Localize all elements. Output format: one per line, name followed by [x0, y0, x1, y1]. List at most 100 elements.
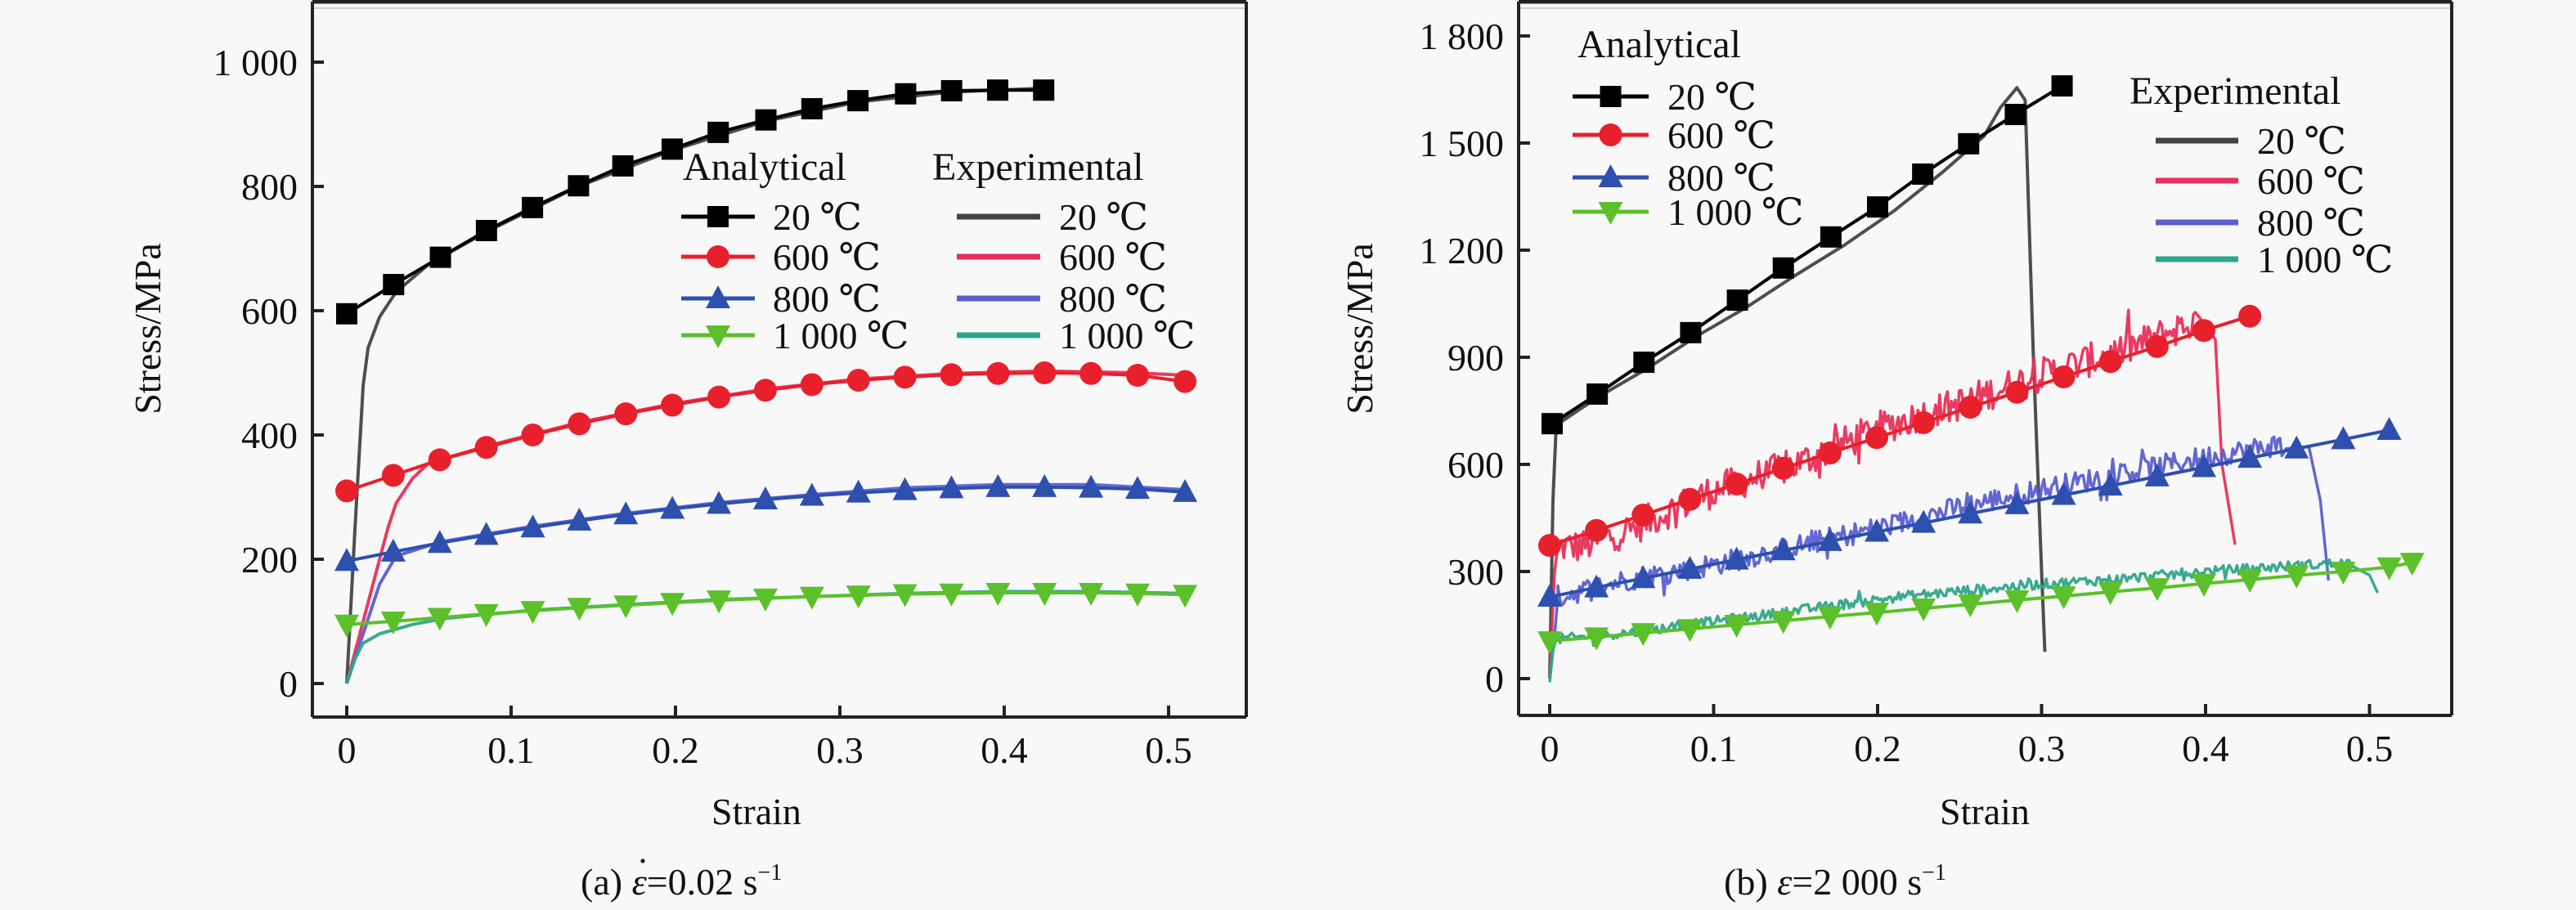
legend-experimental-label: 600 ℃ — [1059, 236, 1167, 278]
analytical-marker-circle — [2192, 319, 2215, 343]
legend-analytical-label: 800 ℃ — [1667, 157, 1775, 199]
legend-analytical-marker-triangle-down — [1598, 202, 1623, 225]
analytical-marker-triangle-down — [2284, 565, 2309, 589]
analytical-marker-square — [1542, 413, 1564, 435]
analytical-marker-triangle-up — [1584, 574, 1609, 598]
analytical-marker-triangle-down — [1911, 598, 1936, 621]
legend-experimental-label: 20 ℃ — [1059, 196, 1148, 238]
analytical-marker-square — [1633, 352, 1655, 374]
analytical-marker-triangle-up — [1631, 565, 1656, 589]
x-tick-label: 0.3 — [816, 729, 864, 771]
y-tick-label: 0 — [279, 663, 298, 705]
y-tick-label: 1 500 — [1420, 123, 1505, 164]
analytical-marker-circle — [1126, 364, 1150, 388]
analytical-marker-triangle-up — [613, 501, 639, 525]
analytical-marker-triangle-up — [2144, 463, 2170, 486]
analytical-marker-triangle-up — [1677, 555, 1703, 579]
analytical-marker-triangle-up — [939, 475, 964, 499]
analytical-marker-triangle-down — [2237, 570, 2263, 594]
analytical-marker-triangle-down — [1173, 585, 1198, 608]
analytical-marker-triangle-down — [567, 598, 592, 621]
analytical-marker-triangle-up — [660, 495, 685, 519]
analytical-marker-circle — [1725, 472, 1748, 495]
panel-b-caption: (b) ε=2 000 s−1 — [1724, 860, 1946, 903]
analytical-marker-circle — [381, 464, 405, 487]
legend-analytical-marker-square — [707, 206, 729, 227]
x-tick-label: 0.4 — [981, 729, 1028, 771]
analytical-marker-circle — [846, 369, 870, 392]
analytical-marker-square — [568, 175, 590, 197]
legend-analytical-marker-triangle-up — [1598, 164, 1623, 187]
analytical-marker-triangle-down — [1958, 594, 1983, 618]
legend-experimental-label: 1 000 ℃ — [2257, 239, 2393, 280]
panel-a-caption: (a) ε=0.02 s−1 — [581, 860, 782, 903]
analytical-marker-circle — [707, 385, 731, 409]
analytical-marker-square — [2004, 104, 2026, 126]
panel-a-xlabel: Strain — [711, 791, 801, 832]
analytical-marker-triangle-up — [473, 522, 499, 545]
analytical-marker-circle — [1538, 534, 1561, 558]
x-tick-label: 0.4 — [2182, 728, 2229, 769]
analytical-marker-circle — [1079, 361, 1103, 385]
analytical-marker-triangle-down — [1631, 623, 1656, 647]
legend-experimental-label: 800 ℃ — [1059, 278, 1167, 320]
analytical-marker-triangle-up — [334, 548, 359, 572]
legend-experimental-label: 1 000 ℃ — [1059, 315, 1195, 356]
x-tick-label: 0 — [1541, 728, 1560, 769]
analytical-marker-triangle-down — [892, 584, 918, 607]
legend-analytical-label: 1 000 ℃ — [1667, 191, 1803, 233]
y-tick-label: 1 800 — [1420, 16, 1505, 57]
analytical-marker-square — [1680, 321, 1702, 343]
analytical-marker-triangle-down — [613, 595, 639, 619]
panel-b-axes: 0 300 600 900 1 200 1 500 1 800 0 0.1 0.2 0.3 0.4 0.… — [1420, 0, 2453, 769]
analytical-marker-triangle-down — [846, 585, 871, 609]
legend-analytical-label: 600 ℃ — [773, 236, 881, 278]
analytical-marker-triangle-up — [2331, 426, 2356, 450]
analytical-marker-triangle-down — [1724, 615, 1749, 639]
analytical-marker-square — [1033, 79, 1055, 101]
analytical-marker-circle — [2098, 350, 2122, 374]
legend-analytical-title: Analytical — [1577, 23, 1741, 66]
legend-analytical-marker-triangle-down — [706, 325, 730, 348]
analytical-marker-triangle-down — [707, 590, 732, 614]
legend-experimental-title: Experimental — [2129, 69, 2341, 113]
analytical-marker-triangle-down — [2051, 586, 2076, 610]
caption-prefix: (a) — [581, 861, 632, 903]
analytical-marker-triangle-down — [939, 583, 964, 607]
legend-analytical-marker-square — [1600, 86, 1622, 107]
panel-a-ylabel: Stress/MPa — [127, 243, 168, 415]
analytical-marker-triangle-down — [1032, 583, 1057, 607]
analytical-marker-circle — [1912, 410, 1936, 434]
y-tick-label: 1 200 — [1420, 230, 1505, 271]
x-tick-label: 0 — [338, 729, 357, 771]
analytical-marker-triangle-up — [2051, 482, 2076, 505]
y-tick-label: 900 — [1447, 337, 1504, 379]
analytical-marker-triangle-down — [2376, 557, 2402, 581]
analytical-marker-circle — [2145, 334, 2169, 358]
analytical-marker-triangle-down — [1079, 583, 1104, 607]
analytical-series-line — [345, 88, 1044, 316]
analytical-series-line — [1549, 561, 2412, 643]
caption-sup: −1 — [758, 860, 783, 885]
analytical-marker-square — [895, 83, 917, 105]
y-tick-label: 800 — [241, 166, 298, 208]
analytical-marker-triangle-up — [2191, 454, 2216, 477]
analytical-marker-triangle-down — [799, 586, 824, 610]
analytical-marker-triangle-down — [427, 607, 452, 631]
analytical-marker-triangle-up — [1724, 546, 1749, 570]
analytical-marker-triangle-up — [567, 507, 592, 531]
analytical-marker-square — [1820, 226, 1842, 248]
analytical-marker-circle — [940, 363, 963, 387]
y-tick-label: 300 — [1447, 551, 1504, 593]
legend-experimental-label: 20 ℃ — [2257, 120, 2346, 162]
analytical-marker-triangle-down — [1864, 603, 1889, 626]
analytical-marker-circle — [568, 412, 591, 436]
analytical-marker-square — [1867, 196, 1888, 218]
analytical-marker-square — [475, 219, 497, 241]
legend-analytical-title: Analytical — [683, 146, 846, 189]
y-tick-label: 0 — [1485, 658, 1504, 700]
analytical-series-line — [1549, 314, 2251, 548]
